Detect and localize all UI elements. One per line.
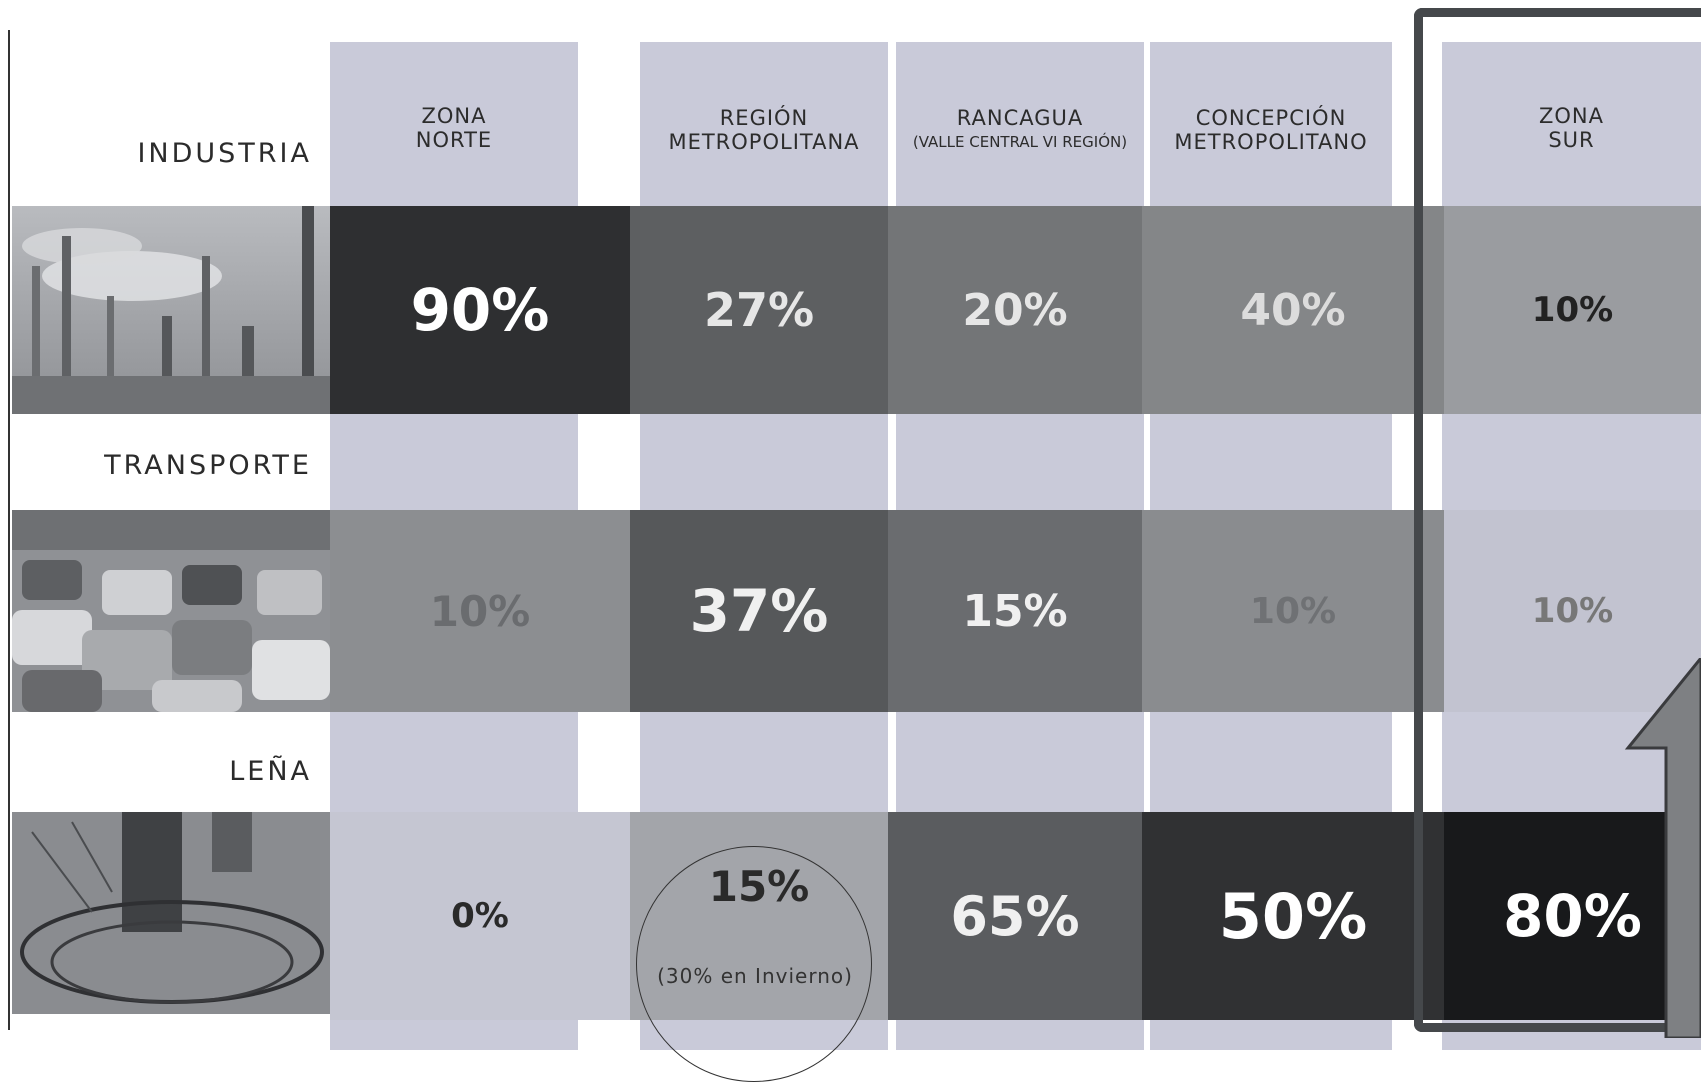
cell-transporte-2: 15%: [888, 510, 1142, 712]
traffic-jam-image: [12, 510, 330, 712]
cell-transporte-4: 10%: [1444, 510, 1701, 712]
cell-value: 0%: [451, 896, 509, 936]
cell-value: 65%: [950, 884, 1080, 948]
column-header-line-1: Región: [719, 106, 809, 130]
cell-value: 15%: [962, 585, 1068, 637]
column-header-rancagua: Rancagua (Valle Central VI Región): [896, 106, 1144, 154]
column-header-line-1: Zona: [421, 104, 487, 128]
column-header-line-2: Metropolitano: [1174, 130, 1368, 154]
cell-value: 10%: [429, 586, 531, 636]
cell-industria-3: 40%: [1142, 206, 1444, 414]
row-label-area-transporte: TRANSPORTE: [10, 446, 312, 486]
up-arrow-icon: [1624, 658, 1701, 1038]
cell-lena-4: 80%: [1444, 812, 1701, 1020]
cell-lena-3: 50%: [1142, 812, 1444, 1020]
row-label-area-industria: INDUSTRIA: [10, 134, 312, 174]
cell-transporte-0: 10%: [330, 510, 630, 712]
cell-value: 10%: [1531, 290, 1614, 330]
column-header-line-2: Sur: [1548, 128, 1595, 152]
cell-industria-1: 27%: [630, 206, 888, 414]
cell-industria-4: 10%: [1444, 206, 1701, 414]
column-header-zona-sur: Zona Sur: [1442, 104, 1701, 152]
row-band-industria: 90% 27% 20% 40% 10%: [330, 206, 1701, 414]
highlight-box-zona-sur: [1414, 8, 1701, 1032]
cell-transporte-3: 10%: [1142, 510, 1444, 712]
column-header-line-2: Norte: [415, 128, 493, 152]
row-label-lena: LEÑA: [229, 756, 312, 787]
column-header-line-1: Rancagua: [956, 106, 1084, 130]
factory-smokestacks-image: [12, 206, 330, 414]
wood-stove-image: [12, 812, 330, 1014]
column-header-line-1: Zona: [1539, 104, 1604, 128]
cell-value: 90%: [410, 276, 550, 344]
cell-value: 10%: [1249, 590, 1337, 632]
cell-value: 27%: [703, 283, 815, 337]
cell-value: 10%: [1531, 591, 1614, 631]
cell-value: 80%: [1503, 882, 1642, 950]
cell-industria-0: 90%: [330, 206, 630, 414]
cell-transporte-1: 37%: [630, 510, 888, 712]
left-border-line: [8, 30, 10, 1030]
cell-industria-2: 20%: [888, 206, 1142, 414]
column-header-zona-norte: Zona Norte: [330, 104, 578, 152]
cell-value: 50%: [1218, 879, 1368, 953]
row-label-area-lena: LEÑA: [10, 752, 312, 792]
cell-value: 37%: [689, 577, 829, 645]
column-header-region-metropolitana: Región Metropolitana: [640, 106, 888, 154]
column-header-concepcion: Concepción Metropolitano: [1150, 106, 1392, 154]
row-label-industria: INDUSTRIA: [137, 138, 312, 169]
row-label-transporte: TRANSPORTE: [104, 450, 312, 481]
cell-lena-2: 65%: [888, 812, 1142, 1020]
cell-value: 40%: [1240, 284, 1346, 336]
column-header-line-2: (Valle Central VI Región): [912, 133, 1128, 151]
annotation-note: (30% en Invierno): [657, 964, 853, 988]
column-header-line-1: Concepción: [1195, 106, 1347, 130]
column-header-line-2: Metropolitana: [668, 130, 860, 154]
cell-lena-0: 0%: [330, 812, 630, 1020]
cell-value: 20%: [962, 284, 1068, 336]
row-band-transporte: 10% 37% 15% 10% 10%: [330, 510, 1701, 712]
